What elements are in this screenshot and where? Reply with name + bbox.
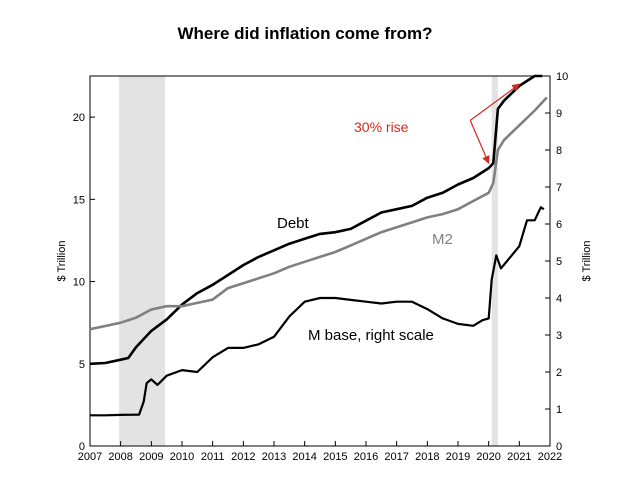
x-tick-label: 2010 — [170, 451, 194, 463]
x-tick-label: 2008 — [108, 451, 132, 463]
x-tick-label: 2022 — [538, 451, 562, 463]
tick-layer: 2007 2008 2009 2010 2011 2012 2013 2014 2015 2016… — [73, 71, 569, 463]
x-tick-label: 2007 — [78, 451, 102, 463]
y-left-tick-label: 5 — [79, 359, 85, 371]
y-right-tick-label: 10 — [556, 71, 568, 83]
series-label-m2: M2 — [432, 231, 453, 248]
series-layer — [89, 74, 548, 417]
y-axis-label-left: $ Trillion — [56, 241, 68, 282]
x-tick-label: 2014 — [292, 451, 316, 463]
series-line-debt — [89, 74, 543, 366]
y-left-tick-label: 20 — [73, 112, 85, 124]
x-tick-label: 2013 — [262, 451, 286, 463]
y-right-tick-label: 0 — [556, 441, 562, 453]
annotation-30-percent-rise: 30% rise — [354, 119, 409, 135]
y-right-tick-label: 9 — [556, 108, 562, 120]
y-right-tick-label: 7 — [556, 182, 562, 194]
y-left-tick-label: 0 — [79, 441, 85, 453]
series-line-m2 — [89, 96, 548, 331]
y-right-tick-label: 6 — [556, 219, 562, 231]
chart-title: Where did inflation come from? — [177, 24, 433, 43]
annotation-arrow-0 — [469, 83, 521, 121]
annotation-arrow-1 — [469, 120, 490, 165]
x-tick-label: 2015 — [323, 451, 347, 463]
y-left-tick-label: 15 — [73, 194, 85, 206]
x-tick-label: 2018 — [415, 451, 439, 463]
x-tick-label: 2017 — [384, 451, 408, 463]
x-tick-label: 2011 — [201, 451, 225, 463]
y-right-tick-label: 2 — [556, 367, 562, 379]
y-left-tick-label: 10 — [73, 277, 85, 289]
series-line-mbase — [90, 206, 545, 417]
x-tick-label: 2021 — [507, 451, 531, 463]
y-right-tick-label: 1 — [556, 404, 562, 416]
y-right-tick-label: 5 — [556, 256, 562, 268]
x-tick-label: 2012 — [231, 451, 255, 463]
y-right-tick-label: 8 — [556, 145, 562, 157]
y-right-tick-label: 3 — [556, 330, 562, 342]
x-tick-label: 2009 — [139, 451, 163, 463]
annotation-layer: 30% rise — [354, 83, 521, 165]
series-label-mbase: M base, right scale — [308, 327, 434, 344]
x-tick-label: 2016 — [354, 451, 378, 463]
recession-band-0 — [119, 76, 166, 446]
series-label-debt: Debt — [277, 215, 310, 232]
y-axis-label-right: $ Trillion — [581, 241, 593, 282]
y-right-tick-label: 4 — [556, 293, 562, 305]
x-tick-label: 2020 — [476, 451, 500, 463]
x-tick-label: 2019 — [446, 451, 470, 463]
